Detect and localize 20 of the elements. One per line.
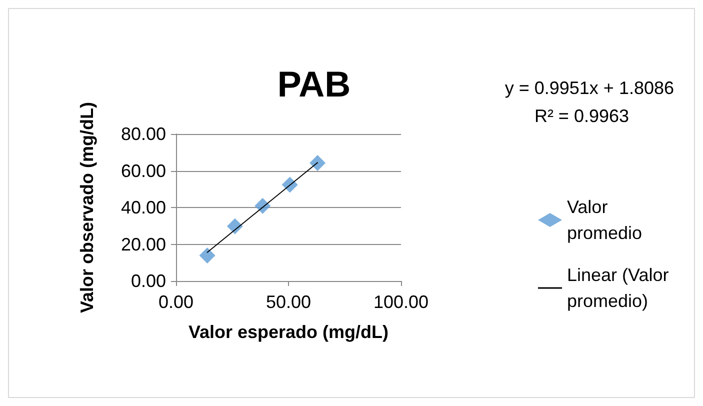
chart-title: PAB — [277, 64, 351, 104]
x-tick-label: 100.00 — [373, 292, 429, 312]
y-tick-label: 60.00 — [120, 160, 166, 181]
point — [282, 176, 298, 193]
point — [226, 218, 243, 234]
y-tick-label: 20.00 — [120, 234, 166, 254]
y-tick-label: 40.00 — [120, 198, 166, 218]
x-axis-title: Valor esperado (mg/dL) — [188, 322, 389, 342]
point — [310, 155, 326, 172]
y-tick-label: 80.00 — [120, 124, 166, 144]
point — [199, 247, 216, 264]
point — [254, 198, 271, 214]
y-tick-label: 0.00 — [130, 271, 166, 291]
legend-label: Valor promedio — [567, 197, 642, 243]
y-axis-title: Valor observado (mg/dL) — [77, 102, 97, 314]
x-tick-label: 50.00 — [266, 292, 312, 312]
text: R² = 0.9963 — [534, 106, 629, 126]
x-tick-label: 0.00 — [158, 292, 194, 312]
legend-label: Linear (Valor promedio) — [567, 265, 674, 311]
text: y = 0.9951x + 1.8086 — [504, 78, 674, 98]
